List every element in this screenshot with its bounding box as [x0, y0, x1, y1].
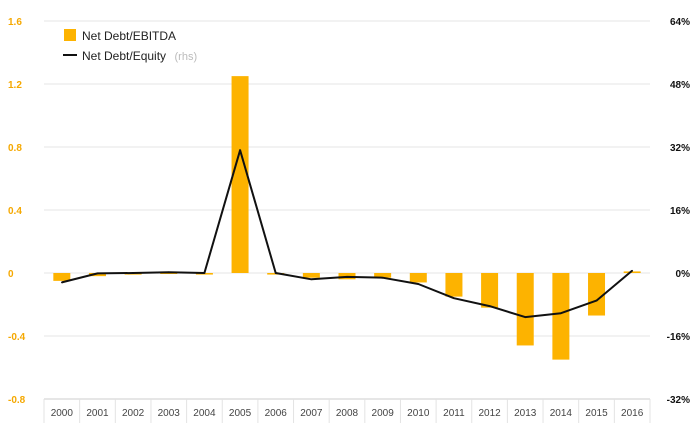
right-tick-label: -16% — [667, 332, 690, 343]
line-point — [132, 272, 134, 274]
left-tick-label: -0.4 — [8, 332, 26, 343]
line-point — [560, 312, 562, 314]
bar — [160, 273, 178, 274]
x-tick-label: 2012 — [478, 408, 501, 419]
left-tick-label: 1.2 — [8, 80, 22, 91]
x-tick-label: 2001 — [86, 408, 109, 419]
x-tick-label: 2003 — [158, 408, 181, 419]
bar — [516, 273, 534, 346]
line-point — [381, 276, 384, 279]
x-tick-label: 2016 — [621, 408, 644, 419]
bar-series — [53, 76, 641, 360]
left-tick-label: 1.6 — [8, 17, 22, 28]
line-point — [417, 283, 420, 285]
bar — [445, 273, 463, 297]
x-tick-label: 2000 — [51, 408, 74, 419]
x-tick-label: 2002 — [122, 408, 145, 419]
bar — [302, 273, 320, 278]
legend-line-text: Net Debt/Equity (rhs) — [82, 47, 197, 64]
bar — [53, 273, 71, 281]
line-point — [61, 281, 63, 284]
right-tick-label: -32% — [667, 395, 690, 406]
line-point — [595, 299, 598, 302]
x-tick-label: 2007 — [300, 408, 323, 419]
bar — [374, 273, 392, 278]
line-point — [96, 272, 99, 275]
x-tick-label: 2013 — [514, 408, 537, 419]
right-tick-label: 32% — [670, 143, 690, 154]
x-tick-label: 2015 — [585, 408, 608, 419]
left-tick-label: -0.8 — [8, 395, 26, 406]
line-point — [203, 272, 206, 274]
x-tick-label: 2011 — [443, 408, 465, 419]
legend: Net Debt/EBITDA Net Debt/Equity (rhs) — [63, 29, 197, 64]
legend-line-label: Net Debt/Equity — [82, 49, 166, 63]
bar — [481, 273, 499, 308]
line-point — [346, 276, 348, 278]
bar — [552, 273, 570, 360]
bar — [623, 271, 641, 273]
x-tick-label: 2004 — [193, 408, 216, 419]
x-tick-label: 2008 — [336, 408, 359, 419]
left-axis: -0.8 -0.4 0 0.4 0.8 1.2 1.6 — [8, 17, 26, 406]
x-tick-label: 2005 — [229, 408, 252, 419]
line-series — [61, 149, 633, 319]
right-tick-label: 16% — [670, 206, 690, 217]
line-point — [310, 278, 313, 281]
x-axis: 2000 2001 2002 2003 2004 2005 2006 2007 2008 2009… — [43, 398, 651, 423]
x-tick-label: 2014 — [550, 408, 573, 419]
bar — [88, 273, 106, 277]
right-tick-label: 0% — [676, 269, 691, 280]
line-path — [61, 149, 633, 319]
right-tick-label: 64% — [670, 17, 690, 28]
right-axis: -32% -16% 0% 16% 32% 48% 64% — [667, 17, 690, 406]
left-tick-label: 0.4 — [8, 206, 22, 217]
legend-bar-label: Net Debt/EBITDA — [82, 29, 176, 43]
line-point — [274, 272, 277, 274]
right-tick-label: 48% — [670, 80, 690, 91]
bar — [231, 76, 249, 273]
legend-bar-swatch — [64, 29, 76, 41]
line-point — [167, 271, 170, 274]
legend-line-sub: (rhs) — [175, 51, 198, 63]
line-point — [453, 297, 455, 300]
x-tick-label: 2006 — [265, 408, 288, 419]
line-point — [524, 316, 527, 318]
left-tick-label: 0.8 — [8, 143, 22, 154]
line-point — [239, 149, 241, 151]
x-tick-label: 2009 — [372, 408, 395, 419]
left-tick-label: 0 — [8, 269, 14, 280]
line-point — [631, 269, 633, 272]
x-tick-label: 2010 — [407, 408, 430, 419]
bar — [588, 273, 606, 316]
line-point — [488, 305, 491, 307]
bar — [409, 273, 427, 283]
